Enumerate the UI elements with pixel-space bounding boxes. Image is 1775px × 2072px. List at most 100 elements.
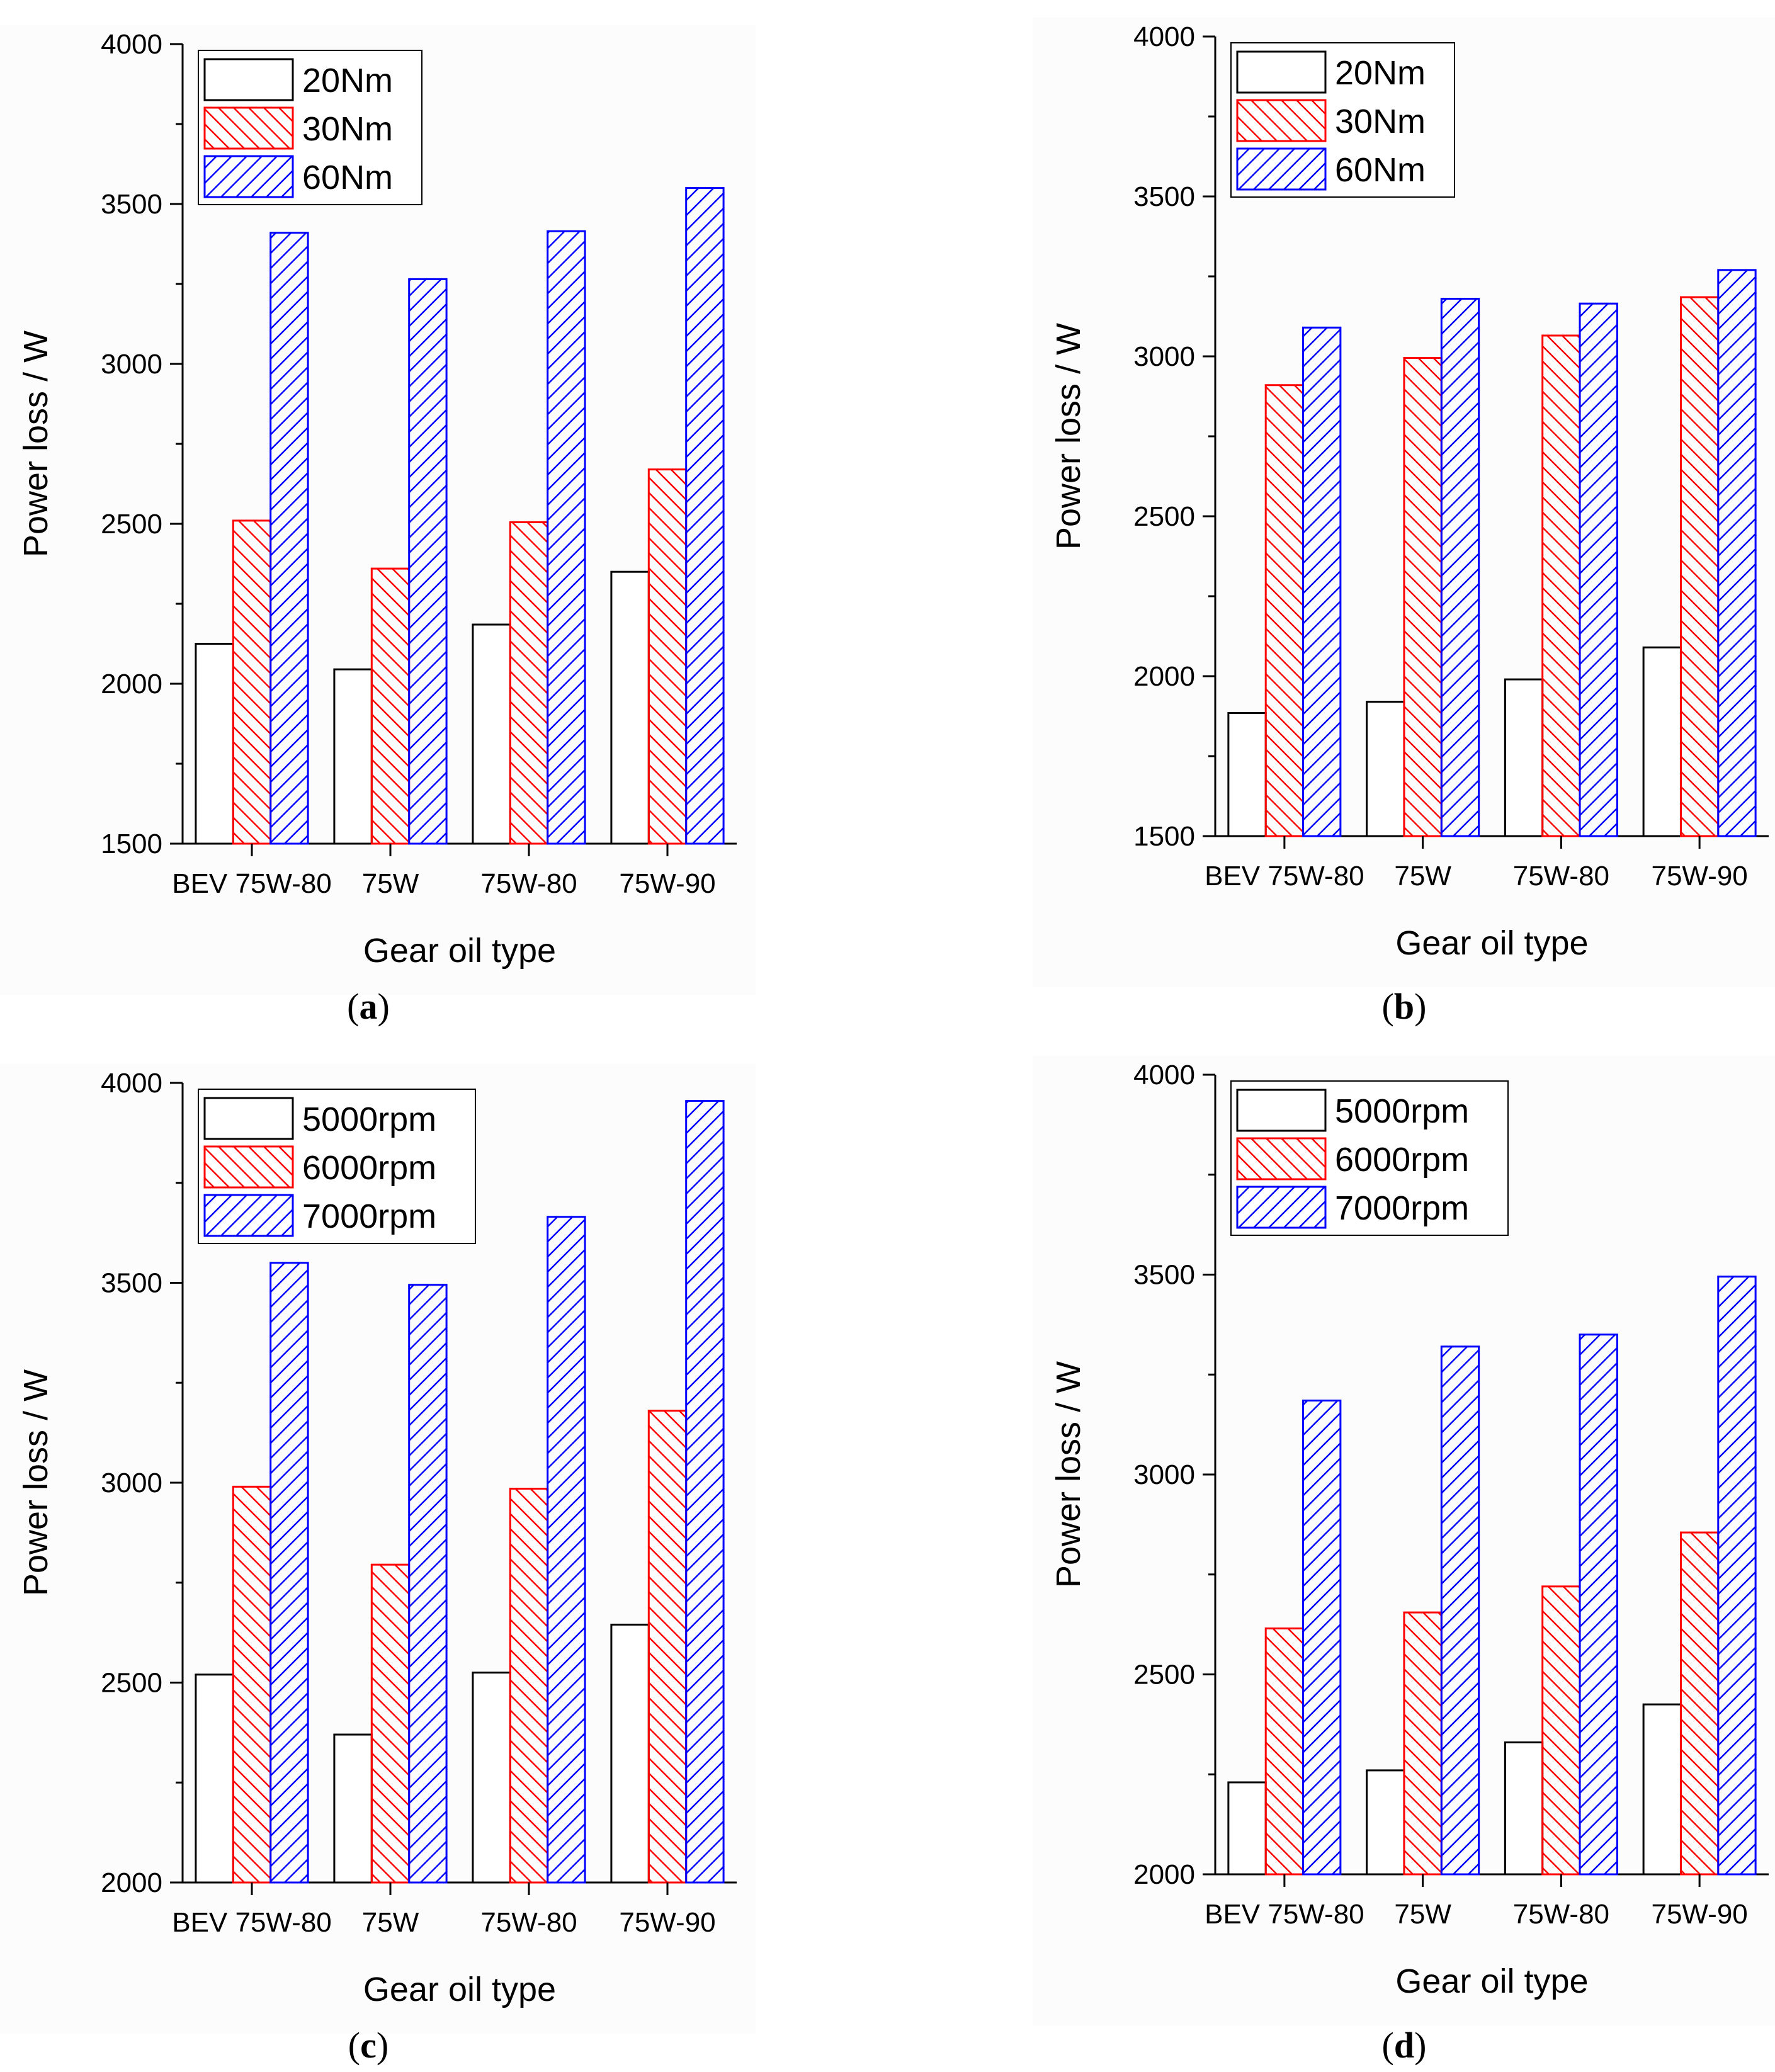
bar-60Nm-2 [1579,302,1618,837]
y-tick-label: 1500 [1133,821,1195,852]
bar-30Nm-0 [1264,384,1305,837]
chart-d: 2000 2500 3000 3500 4000 BEV 75W-80 75W 75W-80 7… [1033,1056,1775,2025]
bar-60Nm-0 [269,232,309,845]
legend-label: 5000rpm [302,1101,436,1138]
bar-20Nm-1 [333,668,373,845]
bar-30Nm-0 [232,519,272,845]
legend-swatch [203,1097,294,1140]
chart-panel-b: 1500 2000 2500 3000 3500 4000 BEV 75W-80 75W 75W… [1033,18,1775,990]
bar-7000rpm-3 [685,1100,725,1884]
x-tick-label: 75W [1394,1899,1451,1930]
x-tick-label: 75W-90 [619,868,715,899]
bar-20Nm-2 [1504,678,1544,837]
y-axis-label: Power loss / W [17,331,55,557]
x-tick-label: 75W [362,868,419,899]
bar-60Nm-3 [1717,269,1757,837]
x-tick-label: 75W-90 [1651,1899,1747,1930]
bar-5000rpm-1 [333,1733,373,1884]
bar-7000rpm-2 [1579,1333,1618,1876]
bar-30Nm-2 [509,521,549,845]
bar-7000rpm-1 [408,1284,448,1884]
legend-label: 20Nm [302,62,393,99]
y-tick-label: 4000 [1133,1060,1195,1090]
chart-c: 2000 2500 3000 3500 4000 BEV 75W-80 75W 75W-80 7… [0,1064,756,2034]
legend-swatch [1236,147,1327,191]
y-tick-label: 4000 [101,1068,162,1099]
y-tick-label: 4000 [101,29,162,60]
caption-d-letter: d [1393,2025,1415,2066]
y-tick-label: 3000 [101,349,162,380]
bar-6000rpm-0 [232,1485,272,1884]
x-tick-label: BEV 75W-80 [1205,1899,1364,1930]
legend-swatch [1236,1137,1327,1180]
y-tick-label: 1500 [101,829,162,859]
x-tick-label: 75W-90 [1651,861,1747,892]
bar-6000rpm-3 [647,1410,688,1884]
y-tick-label: 4000 [1133,21,1195,52]
legend-swatch [1236,50,1327,94]
bar-5000rpm-3 [1642,1703,1682,1876]
y-axis-label: Power loss / W [1050,1361,1087,1588]
caption-c-letter: c [360,2025,377,2066]
bar-60Nm-0 [1302,326,1342,837]
caption-b-letter: b [1393,986,1415,1027]
legend-label: 6000rpm [1335,1141,1469,1179]
legend-swatch [203,155,294,198]
y-tick-label: 3500 [1133,181,1195,212]
bar-7000rpm-2 [547,1216,586,1884]
y-axis-label: Power loss / W [17,1369,55,1596]
bar-20Nm-0 [195,643,234,845]
legend-swatch [1236,1089,1327,1132]
caption-d: (d) [1381,2025,1427,2066]
legend-label: 60Nm [1335,151,1426,189]
bar-6000rpm-3 [1679,1531,1720,1876]
legend-label: 20Nm [1335,54,1426,92]
bar-5000rpm-0 [1227,1781,1267,1876]
bar-60Nm-2 [547,230,586,845]
legend-swatch [1236,99,1327,142]
y-axis-label: Power loss / W [1050,323,1087,550]
x-tick-label: BEV 75W-80 [172,868,332,899]
bar-30Nm-1 [370,567,411,845]
y-tick-label: 3000 [1133,341,1195,372]
legend-swatch [203,1145,294,1189]
legend-label: 30Nm [1335,103,1426,140]
bar-6000rpm-1 [370,1563,411,1884]
bar-20Nm-1 [1366,701,1405,837]
chart-a: 1500 2000 2500 3000 3500 4000 BEV 75W-80 75W 75W… [0,25,756,995]
x-axis-label: Gear oil type [1395,924,1588,962]
x-tick-label: 75W-90 [619,1907,715,1938]
bar-20Nm-2 [472,623,511,845]
bar-7000rpm-3 [1717,1276,1757,1876]
bar-5000rpm-2 [1504,1741,1544,1876]
legend-swatch [1236,1186,1327,1229]
legend-label: 5000rpm [1335,1092,1469,1130]
legend-label: 7000rpm [1335,1189,1469,1227]
y-tick-label: 3000 [101,1468,162,1498]
bar-7000rpm-1 [1440,1345,1480,1876]
legend-label: 30Nm [302,110,393,148]
legend-swatch [203,106,294,150]
x-tick-label: 75W-80 [1513,1899,1609,1930]
x-tick-label: BEV 75W-80 [172,1907,332,1938]
y-tick-label: 3500 [101,189,162,220]
y-tick-label: 2500 [1133,1660,1195,1690]
bar-20Nm-3 [1642,646,1682,837]
bar-30Nm-3 [1679,296,1720,837]
chart-b: 1500 2000 2500 3000 3500 4000 BEV 75W-80 75W 75W… [1033,18,1775,987]
caption-a: (a) [347,986,390,1027]
caption-c: (c) [348,2025,389,2066]
legend-swatch [203,58,294,101]
y-tick-label: 2500 [101,1668,162,1699]
x-tick-label: 75W-80 [1513,861,1609,892]
bar-5000rpm-2 [472,1672,511,1884]
y-tick-label: 2500 [101,509,162,540]
x-tick-label: 75W [362,1907,419,1938]
bar-6000rpm-2 [1541,1585,1581,1876]
y-tick-label: 3500 [101,1268,162,1299]
bar-30Nm-3 [647,468,688,845]
x-tick-label: 75W-80 [480,868,577,899]
x-axis-label: Gear oil type [363,1971,556,2008]
legend-label: 6000rpm [302,1149,436,1187]
x-axis-label: Gear oil type [363,932,556,970]
